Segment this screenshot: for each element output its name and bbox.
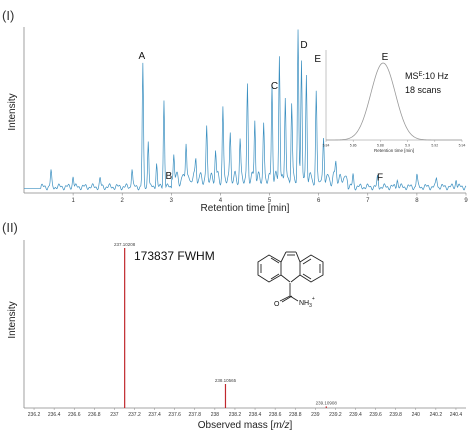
peak-label-d: D [300,40,307,51]
x-tick-label: 236.8 [88,412,101,418]
spectrum-axes [23,240,466,409]
x-tick-label: 239.4 [349,412,362,418]
x-tick-label: 8 [415,198,419,204]
chromatogram-x-label: Retention time [min] [201,203,290,214]
x-tick-label: 237.4 [148,412,161,418]
x-tick-label: 237.6 [168,412,181,418]
chromatogram-trace [24,29,467,191]
x-tick-label: 239.2 [329,412,342,418]
peak-mz-label: 238.10565 [215,378,237,383]
x-tick-label: 239 [311,412,320,418]
peak-mz-label: 237.10208 [114,242,136,247]
carbonyl-oxygen-label: O [274,301,280,308]
x-tick-label: 240.4 [450,412,463,418]
inset-tick-label: 5.9 [405,144,410,148]
x-tick-label: 236.4 [48,412,61,418]
panel-label-ii: (II) [2,220,18,235]
x-tick-label: 240.2 [430,412,443,418]
spectrum-x-label: Observed mass [m/z] [198,420,293,431]
inset-tick-label: 5.84 [323,144,330,148]
peak-label-c: C [271,81,278,92]
x-tick-label: 240 [412,412,421,418]
inset-peak-trace [326,62,462,141]
spectrum-peaks: 237.10208 238.10565 239.10908 [114,242,337,408]
x-tick-label: 236.2 [28,412,41,418]
x-tick-label: 1 [71,198,75,204]
x-tick-label: 239.6 [369,412,382,418]
peak-mz-label: 239.10908 [316,400,338,405]
inset-tick-label: 5.92 [431,144,438,148]
inset-chart: 5.84 5.86 5.88 5.9 5.92 5.94 E MSE:10 Hz 18 s… [323,47,466,153]
x-tick-label: 7 [366,198,370,204]
x-tick-label: 239.8 [389,412,402,418]
amine-group-label: NH3+ [299,296,315,309]
x-tick-label: 6 [317,198,321,204]
inset-tick-label: 5.94 [459,144,466,148]
inset-tick-label: 5.88 [377,144,384,148]
inset-acquisition-rate: MSE:10 Hz [405,71,449,81]
panel-label-i: (I) [2,8,14,23]
x-tick-label: 238 [211,412,220,418]
x-tick-label: 5 [268,198,272,204]
x-tick-label: 2 [121,198,125,204]
x-tick-label: 238.4 [249,412,262,418]
x-tick-label: 237 [110,412,119,418]
inset-x-label: Retention time [min] [374,148,414,153]
x-tick-label: 238.2 [229,412,242,418]
molecule-structure-icon [257,251,324,303]
inset-scan-count: 18 scans [405,85,442,95]
x-tick-label: 4 [219,198,223,204]
peak-label-e: E [314,54,321,65]
inset-title: E [382,52,389,63]
inset-tick-label: 5.86 [350,144,357,148]
peak-label-a: A [139,51,146,62]
peak-label-f: F [377,173,383,184]
chromatogram-y-label: Intensity [7,93,18,130]
spectrum-x-ticks: 236.2 236.4 236.6 236.8 237 237.2 237.4 237.6 23… [28,408,463,418]
spectrum-y-label: Intensity [7,301,18,338]
resolution-label: 173837 FWHM [134,249,215,263]
x-tick-label: 237.8 [189,412,202,418]
chromatogram-x-ticks: 1 2 3 4 5 6 7 8 9 [71,193,468,204]
chromatogram-axes [23,27,466,194]
peak-label-b: B [166,171,173,182]
x-tick-label: 237.2 [128,412,141,418]
x-tick-label: 3 [170,198,174,204]
x-tick-label: 9 [464,198,468,204]
x-tick-label: 238.6 [269,412,282,418]
x-tick-label: 238.8 [289,412,302,418]
peak-annotations: A B C DE F [139,40,384,184]
x-tick-label: 236.6 [68,412,81,418]
